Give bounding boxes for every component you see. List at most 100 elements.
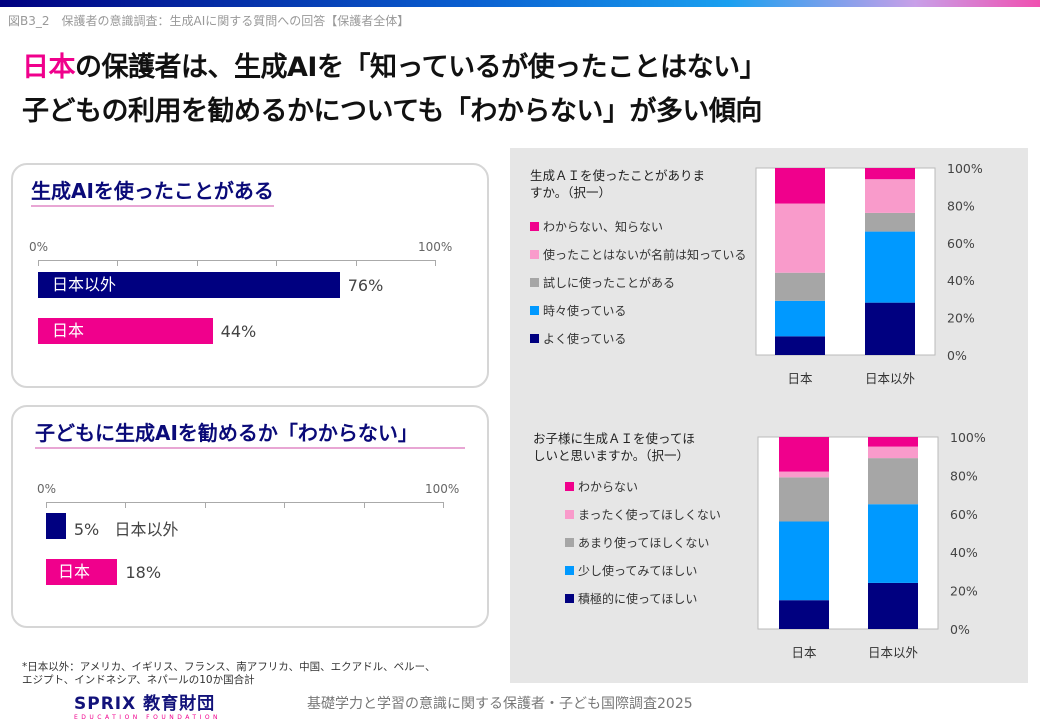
legend-swatch	[565, 538, 574, 547]
chart-title-line: すか。（択一）	[530, 185, 612, 200]
page-title: 日本の保護者は、生成AIを「知っているが使ったことはない」 子どもの利用を勧める…	[22, 46, 767, 134]
legend-label: 時々使っている	[543, 304, 627, 318]
legend-swatch	[565, 482, 574, 491]
value-label-other: 76%	[347, 276, 384, 295]
legend-swatch	[530, 334, 539, 343]
bar-segment-5	[868, 437, 918, 447]
bar-japan: 日本	[46, 559, 118, 585]
x-tick-label: 日本以外	[865, 371, 916, 386]
legend-label: 使ったことはないが名前は知っている	[543, 248, 747, 262]
legend-item: 試しに使ったことがある	[530, 274, 675, 291]
legend-label: わからない	[578, 480, 639, 494]
panel-recommend-unknown: 子どもに生成AIを勧めるか「わからない」 0% 100% 5% 日本以外 日本 …	[11, 405, 489, 628]
chart-title: 生成ＡＩを使ったことがありま すか。（択一）	[530, 167, 705, 201]
tick-label: 100%	[418, 240, 453, 254]
legend-item: 時々使っている	[530, 302, 626, 319]
y-tick-label: 80%	[950, 468, 978, 483]
panel-used-ai: 生成AIを使ったことがある 0% 100% 日本以外 76% 日本 44%	[11, 163, 489, 388]
legend-item: あまり使ってほしくない	[565, 534, 709, 551]
logo: SPRIX 教育財団 EDUCATION FOUNDATION	[74, 689, 221, 721]
legend-item: 積極的に使ってほしい	[565, 590, 697, 607]
legend-swatch	[565, 510, 574, 519]
value-label-other: 5% 日本以外	[74, 516, 179, 540]
chart-title-line: しいと思いますか。（択一）	[533, 448, 690, 463]
axis-tick	[125, 502, 127, 508]
legend-item: まったく使ってほしくない	[565, 506, 721, 523]
x-axis	[46, 502, 443, 503]
bar-segment-5	[865, 168, 915, 180]
top-gradient-bar	[0, 0, 1040, 7]
bar-segment-4	[865, 179, 915, 213]
axis-tick	[117, 260, 119, 266]
legend-swatch	[530, 278, 539, 287]
footnote-line: エジプト、インドネシア、ネパールの10か国合計	[22, 674, 255, 686]
y-tick-label: 60%	[947, 236, 975, 251]
bar-segment-1	[868, 582, 918, 629]
bar-segment-3	[779, 477, 829, 522]
bar-other	[46, 513, 66, 539]
panel-title: 子どもに生成AIを勧めるか「わからない」	[35, 417, 465, 449]
chart-title-line: 生成ＡＩを使ったことがありま	[530, 168, 706, 183]
axis-tick	[435, 260, 436, 266]
bar-segment-5	[779, 437, 829, 472]
chart-title-line: お子様に生成ＡＩを使ってほ	[533, 431, 695, 446]
y-tick-label: 20%	[950, 584, 978, 599]
tick-label: 0%	[29, 240, 49, 254]
y-tick-label: 40%	[947, 273, 975, 288]
bar-segment-2	[775, 300, 825, 337]
bar-segment-3	[868, 458, 918, 505]
legend-label: 積極的に使ってほしい	[578, 592, 698, 606]
x-tick-label: 日本	[791, 645, 817, 660]
axis-tick	[204, 502, 206, 508]
legend-label: 少し使ってみてほしい	[578, 564, 698, 578]
logo-subtext: EDUCATION FOUNDATION	[74, 714, 222, 721]
value-label-japan: 44%	[220, 322, 257, 341]
legend-label: よく使っている	[543, 332, 627, 346]
headline-highlight: 日本	[22, 52, 76, 83]
bar-segment-1	[865, 302, 915, 355]
legend-label: まったく使ってほしくない	[578, 508, 721, 522]
footnote-line: *日本以外：アメリカ、イギリス、フランス、南アフリカ、中国、エクアドル、ペルー、	[22, 661, 436, 673]
value: 5%	[73, 520, 100, 539]
legend-item: わからない、知らない	[530, 218, 663, 235]
tick-label: 100%	[425, 482, 460, 496]
bar-japan: 日本	[38, 318, 213, 344]
x-axis	[38, 260, 435, 261]
x-tick-label: 日本	[787, 371, 813, 386]
tick-label: 0%	[37, 482, 57, 496]
legend-label: 試しに使ったことがある	[543, 276, 676, 290]
headline-line1: の保護者は、生成AIを「知っているが使ったことはない」	[75, 52, 767, 83]
y-tick-label: 20%	[947, 311, 975, 326]
axis-tick	[284, 502, 286, 508]
axis-tick	[46, 502, 47, 508]
y-tick-label: 40%	[950, 545, 978, 560]
legend-item: よく使っている	[530, 330, 626, 347]
bar-other: 日本以外	[38, 272, 340, 298]
logo-text: SPRIX 教育財団	[74, 694, 216, 714]
bar-segment-3	[775, 272, 825, 301]
axis-tick	[196, 260, 198, 266]
headline-line2: 子どもの利用を勧めるかについても「わからない」が多い傾向	[22, 96, 762, 127]
legend-item: わからない	[565, 478, 638, 495]
x-tick-label: 日本以外	[868, 645, 919, 660]
legend-swatch	[530, 306, 539, 315]
bar-segment-3	[865, 212, 915, 232]
category-label: 日本以外	[114, 520, 179, 539]
legend-label: あまり使ってほしくない	[578, 536, 710, 550]
footnote: *日本以外：アメリカ、イギリス、フランス、南アフリカ、中国、エクアドル、ペルー、…	[22, 661, 522, 687]
y-tick-label: 100%	[950, 430, 986, 445]
axis-tick	[355, 260, 357, 266]
bar-segment-5	[775, 168, 825, 204]
y-tick-label: 80%	[947, 198, 975, 213]
y-tick-label: 0%	[947, 348, 967, 363]
bar-segment-4	[779, 471, 829, 478]
chart-title: お子様に生成ＡＩを使ってほ しいと思いますか。（択一）	[533, 430, 695, 464]
bar-segment-1	[775, 336, 825, 355]
y-tick-label: 100%	[947, 161, 983, 176]
legend-swatch	[530, 250, 539, 259]
bar-segment-2	[779, 521, 829, 601]
legend-swatch	[565, 566, 574, 575]
axis-tick	[38, 260, 39, 266]
bar-segment-2	[865, 231, 915, 303]
